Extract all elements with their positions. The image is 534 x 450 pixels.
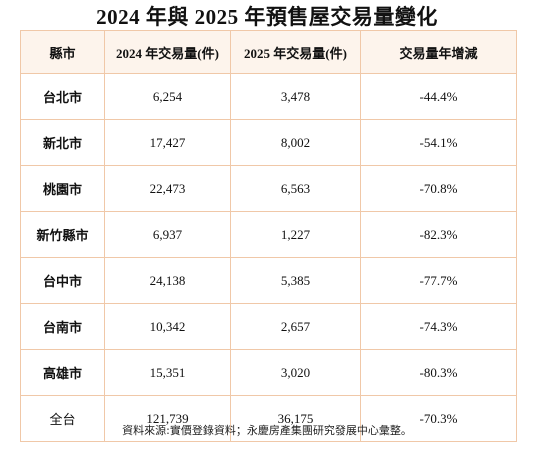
region-cell: 台南市	[20, 303, 105, 350]
change-cell: -70.3%	[360, 395, 517, 442]
document-title: 2024 年與 2025 年預售屋交易量變化	[96, 5, 438, 29]
volume-2024-cell: 15,351	[104, 349, 231, 396]
source-note: 資料來源:實價登錄資料；永慶房產集團研究發展中心彙整。	[122, 424, 412, 437]
change-cell: -54.1%	[360, 119, 517, 166]
table-row: 新北市 17,427 8,002 -54.1%	[20, 119, 517, 166]
volume-2024-cell: 10,342	[104, 303, 231, 350]
volume-2025-cell: 8,002	[230, 119, 361, 166]
region-cell: 台中市	[20, 257, 105, 304]
change-cell: -74.3%	[360, 303, 517, 350]
region-cell: 新竹縣市	[20, 211, 105, 258]
volume-2025-cell: 5,385	[230, 257, 361, 304]
table-row: 台南市 10,342 2,657 -74.3%	[20, 303, 517, 350]
change-cell: -70.8%	[360, 165, 517, 212]
volume-2025-cell: 3,478	[230, 73, 361, 120]
volume-2025-cell: 2,657	[230, 303, 361, 350]
table-row: 台北市 6,254 3,478 -44.4%	[20, 73, 517, 120]
region-cell: 台北市	[20, 73, 105, 120]
volume-2024-cell: 22,473	[104, 165, 231, 212]
region-cell: 桃園市	[20, 165, 105, 212]
volume-2025-cell: 6,563	[230, 165, 361, 212]
region-cell: 新北市	[20, 119, 105, 166]
volume-2024-cell: 24,138	[104, 257, 231, 304]
header-yoy-change: 交易量年增減	[360, 30, 517, 74]
header-2024-volume: 2024 年交易量(件)	[104, 30, 231, 74]
volume-2024-cell: 6,937	[104, 211, 231, 258]
change-cell: -82.3%	[360, 211, 517, 258]
volume-2025-cell: 1,227	[230, 211, 361, 258]
region-cell: 全台	[20, 395, 105, 442]
volume-2024-cell: 17,427	[104, 119, 231, 166]
region-cell: 高雄市	[20, 349, 105, 396]
data-table-container: 縣市 2024 年交易量(件) 2025 年交易量(件) 交易量年增減 台北市 …	[20, 30, 517, 442]
change-cell: -44.4%	[360, 73, 517, 120]
header-region: 縣市	[20, 30, 105, 74]
table-row: 桃園市 22,473 6,563 -70.8%	[20, 165, 517, 212]
volume-2024-cell: 121,739	[104, 395, 231, 442]
presale-volume-table: 縣市 2024 年交易量(件) 2025 年交易量(件) 交易量年增減 台北市 …	[20, 30, 517, 442]
volume-2025-cell: 3,020	[230, 349, 361, 396]
table-row: 新竹縣市 6,937 1,227 -82.3%	[20, 211, 517, 258]
table-row: 高雄市 15,351 3,020 -80.3%	[20, 349, 517, 396]
table-row-total: 全台 121,739 36,175 -70.3%	[20, 395, 517, 442]
change-cell: -77.7%	[360, 257, 517, 304]
table-header-row: 縣市 2024 年交易量(件) 2025 年交易量(件) 交易量年增減	[20, 30, 517, 74]
header-2025-volume: 2025 年交易量(件)	[230, 30, 361, 74]
table-row: 台中市 24,138 5,385 -77.7%	[20, 257, 517, 304]
change-cell: -80.3%	[360, 349, 517, 396]
volume-2024-cell: 6,254	[104, 73, 231, 120]
